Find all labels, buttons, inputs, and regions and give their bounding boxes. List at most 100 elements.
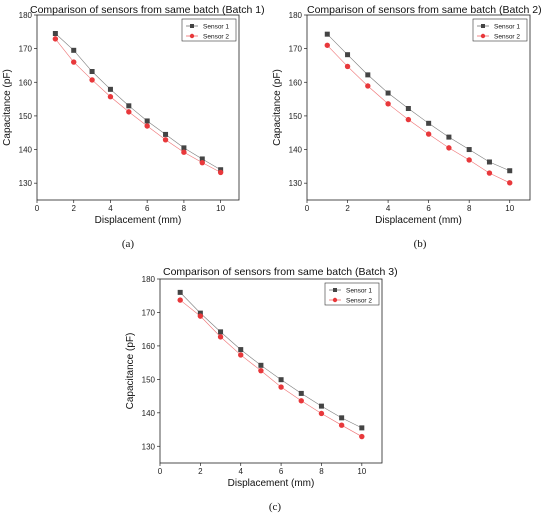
series-line <box>327 33 510 172</box>
y-tick-label: 140 <box>19 146 33 155</box>
legend: Sensor 1 Sensor 2 <box>181 18 237 42</box>
data-point <box>162 137 169 143</box>
data-point <box>181 149 187 155</box>
data-point <box>258 362 264 368</box>
legend-marker <box>333 288 337 292</box>
data-point <box>298 398 304 404</box>
data-point <box>71 59 77 65</box>
data-point <box>71 47 77 53</box>
panel-caption: (b) <box>414 238 427 250</box>
y-tick-label: 180 <box>142 275 156 284</box>
x-tick-label: 4 <box>386 204 391 213</box>
legend-marker <box>190 24 194 28</box>
data-point <box>107 86 113 92</box>
legend-marker <box>189 33 195 39</box>
data-point <box>339 415 345 421</box>
data-point <box>278 377 284 383</box>
data-point <box>217 169 224 176</box>
legend-marker <box>480 33 486 39</box>
chart-title: Comparison of sensors from same batch (B… <box>163 266 398 278</box>
chart-panel-2: Comparison of sensors from same batch (B… <box>272 4 542 250</box>
series-line <box>55 38 221 173</box>
data-point <box>181 145 187 151</box>
data-point <box>405 116 412 123</box>
data-point <box>507 180 513 186</box>
data-point <box>278 384 284 390</box>
data-point <box>199 156 205 162</box>
x-tick-label: 8 <box>319 467 324 476</box>
x-tick-label: 10 <box>505 204 514 213</box>
data-point <box>344 63 351 70</box>
data-point <box>199 159 205 166</box>
legend-label: Sensor 2 <box>203 33 229 40</box>
y-tick-label: 160 <box>19 78 33 87</box>
data-point <box>126 103 132 109</box>
data-point <box>163 131 169 137</box>
plot-frame <box>36 14 240 201</box>
y-tick-label: 170 <box>19 45 33 54</box>
x-tick-label: 8 <box>182 204 187 213</box>
data-point <box>218 329 224 335</box>
x-tick-label: 2 <box>345 204 350 213</box>
data-point <box>425 131 432 137</box>
data-point <box>365 72 371 78</box>
plot-frame <box>159 278 383 464</box>
y-axis-label: Capacitance (pF) <box>2 69 13 146</box>
data-point <box>177 297 183 303</box>
data-point <box>52 31 58 36</box>
x-tick-label: 6 <box>426 204 431 213</box>
data-point <box>197 313 204 319</box>
series-line <box>55 33 221 170</box>
chart-title: Comparison of sensors from same batch (B… <box>307 4 542 16</box>
y-tick-label: 180 <box>19 11 33 20</box>
data-point <box>507 168 513 174</box>
legend-label: Sensor 1 <box>203 23 229 30</box>
data-point <box>466 147 472 153</box>
data-point <box>359 433 365 440</box>
data-point <box>486 170 493 176</box>
x-tick-label: 2 <box>72 204 77 213</box>
data-point <box>126 109 132 115</box>
data-point <box>338 422 345 428</box>
y-tick-label: 130 <box>142 442 156 451</box>
x-axis-label: Displacement (mm) <box>228 478 315 489</box>
data-point <box>318 403 324 409</box>
data-point <box>177 289 183 295</box>
data-point <box>89 69 95 75</box>
data-point <box>238 347 244 353</box>
y-axis-label: Capacitance (pF) <box>272 69 283 146</box>
x-tick-label: 0 <box>158 467 163 476</box>
legend-box <box>324 282 380 306</box>
data-point <box>466 157 472 163</box>
legend: Sensor 1 Sensor 2 <box>324 282 380 306</box>
y-tick-label: 160 <box>142 342 156 351</box>
series-line <box>179 299 362 437</box>
legend-marker <box>332 297 338 303</box>
data-point <box>345 52 351 58</box>
y-tick-label: 160 <box>289 78 303 87</box>
data-point <box>486 159 492 165</box>
y-tick-label: 150 <box>142 375 156 384</box>
data-point <box>385 90 391 96</box>
x-axis-label: Displacement (mm) <box>375 215 462 226</box>
panel-caption: (a) <box>122 238 135 250</box>
data-point <box>258 367 264 374</box>
data-point <box>446 134 452 140</box>
data-point <box>52 36 59 42</box>
data-point <box>107 94 114 100</box>
y-tick-label: 140 <box>289 146 303 155</box>
panel-caption: (c) <box>269 501 282 513</box>
plot-frame <box>306 14 531 201</box>
chart-title: Comparison of sensors from same batch (B… <box>30 4 265 16</box>
data-point <box>405 106 411 112</box>
x-tick-label: 10 <box>216 204 225 213</box>
legend-box <box>472 18 528 42</box>
legend-box <box>181 18 237 42</box>
data-point <box>89 77 95 83</box>
chart-panel-3: Comparison of sensors from same batch (B… <box>125 266 398 513</box>
y-tick-label: 170 <box>142 308 156 317</box>
data-point <box>298 390 304 396</box>
y-tick-label: 170 <box>289 45 303 54</box>
data-point <box>359 425 365 431</box>
